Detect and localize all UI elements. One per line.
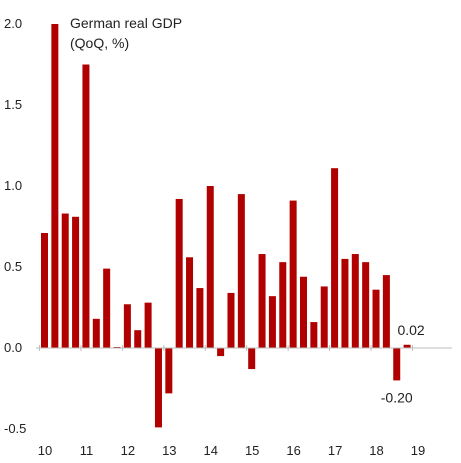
chart-subtitle: (QoQ, %) <box>70 35 129 51</box>
y-axis-ticks: 2.0 1.5 1.0 0.5 0.0 -0.5 <box>4 16 26 436</box>
bar <box>362 262 370 348</box>
x-axis-ticks: 10 11 12 13 14 15 16 17 18 19 <box>38 345 425 458</box>
bar <box>92 318 100 348</box>
bar <box>331 168 339 348</box>
chart-title: German real GDP <box>70 15 182 31</box>
x-tick-label: 18 <box>369 443 383 458</box>
bar <box>279 262 287 348</box>
bar <box>217 348 225 357</box>
x-tick-label: 19 <box>411 443 425 458</box>
bar <box>258 254 266 348</box>
annotations: -0.20 0.02 <box>381 322 425 406</box>
bar <box>300 276 307 348</box>
bar <box>289 200 297 348</box>
y-tick-label: 1.0 <box>4 178 22 193</box>
x-tick-label: 16 <box>286 443 300 458</box>
bar <box>237 194 245 348</box>
bar <box>123 304 131 348</box>
bar <box>403 344 411 348</box>
bar <box>341 258 349 348</box>
bar <box>248 348 256 370</box>
y-tick-label: 1.5 <box>4 97 22 112</box>
data-label: 0.02 <box>397 322 424 338</box>
bar <box>82 64 90 348</box>
x-tick-label: 10 <box>38 443 52 458</box>
bar <box>351 254 359 348</box>
x-tick-label: 17 <box>328 443 342 458</box>
bar <box>186 257 194 348</box>
bar <box>206 186 214 348</box>
data-label: -0.20 <box>381 389 413 405</box>
x-tick-label: 11 <box>80 443 94 458</box>
bar <box>72 216 80 348</box>
bar <box>144 302 152 348</box>
y-tick-label: 2.0 <box>4 16 22 31</box>
bar <box>165 348 173 394</box>
bar <box>41 232 48 348</box>
bar <box>372 289 380 348</box>
y-tick-label: 0.5 <box>4 259 22 274</box>
bar <box>227 292 235 348</box>
x-tick-label: 14 <box>204 443 218 458</box>
bar <box>175 198 183 348</box>
bar <box>154 348 162 428</box>
x-tick-label: 12 <box>121 443 135 458</box>
bar <box>382 275 390 348</box>
x-tick-label: 15 <box>245 443 259 458</box>
bar <box>393 348 401 381</box>
bar <box>51 24 59 348</box>
bar <box>268 296 276 348</box>
x-tick-label: 13 <box>162 443 176 458</box>
y-tick-label: -0.5 <box>4 421 26 436</box>
bar <box>61 213 69 348</box>
bar <box>196 288 204 348</box>
bar <box>134 330 142 348</box>
bars <box>41 24 411 428</box>
bar <box>310 322 318 348</box>
y-tick-label: 0.0 <box>4 340 22 355</box>
bar <box>103 268 111 348</box>
bar <box>320 286 328 348</box>
